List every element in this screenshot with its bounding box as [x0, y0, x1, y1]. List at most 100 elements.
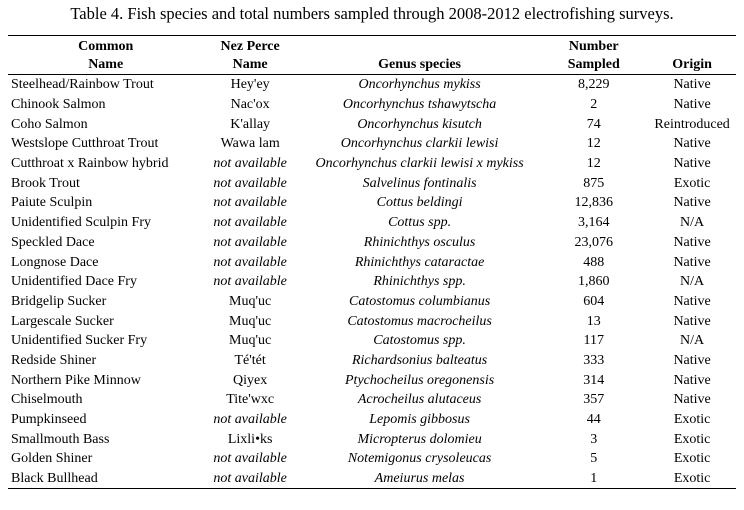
nez-perce-name-cell: not available	[213, 195, 287, 211]
origin-cell: Exotic	[648, 468, 736, 490]
table-body: Steelhead/Rainbow Trout Hey'ey Oncorhynchu…	[8, 75, 736, 490]
nez-perce-name-cell: Nac'ox	[230, 97, 270, 113]
table-row: Cutthroat x Rainbow hybrid not available O…	[8, 154, 736, 174]
table-row: Redside Shiner Té'tét Richardsonius baltea…	[8, 351, 736, 371]
table-caption: Table 4. Fish species and total numbers …	[70, 4, 674, 23]
common-name-cell: Black Bullhead	[8, 468, 201, 490]
genus-species-cell: Richardsonius balteatus	[351, 352, 488, 368]
number-sampled-cell: 314	[583, 372, 605, 388]
table-row: Coho Salmon K'allay Oncorhynchus kisutch 74…	[8, 114, 736, 134]
number-sampled-cell: 1,860	[578, 274, 610, 290]
common-name-cell: Pumpkinseed	[11, 412, 87, 428]
nez-perce-name-cell: not available	[213, 156, 287, 172]
origin-cell: N/A	[680, 333, 705, 349]
table-row: Pumpkinseed not available Lepomis gibbosus…	[8, 410, 736, 430]
table-row: Steelhead/Rainbow Trout Hey'ey Oncorhynchu…	[8, 75, 736, 95]
genus-species-cell: Rhinichthys osculus	[363, 234, 476, 250]
table-row: Westslope Cutthroat Trout Wawa lam Oncorhy…	[8, 134, 736, 154]
header-number-sampled: Number Sampled	[539, 35, 649, 75]
common-name-cell: Golden Shiner	[11, 451, 93, 467]
number-sampled-cell: 74	[586, 116, 601, 132]
nez-perce-name-cell: not available	[213, 175, 287, 191]
genus-species-cell: Oncorhynchus clarkii lewisi x mykiss	[315, 156, 524, 172]
table-row: Brook Trout not available Salvelinus fonti…	[8, 173, 736, 193]
table-row: Paiute Sculpin not available Cottus beldin…	[8, 193, 736, 213]
origin-cell: Exotic	[673, 412, 711, 428]
number-sampled-cell: 604	[583, 293, 605, 309]
table-row: Largescale Sucker Muq'uc Catostomus macroc…	[8, 311, 736, 331]
common-name-cell: Unidentified Dace Fry	[11, 274, 137, 290]
table-row: Unidentified Sucker Fry Muq'uc Catostomus …	[8, 331, 736, 351]
origin-cell: Exotic	[673, 431, 711, 447]
header-nez-line1: Nez Perce	[220, 39, 280, 54]
number-sampled-cell: 44	[586, 412, 601, 428]
common-name-cell: Chinook Salmon	[11, 97, 106, 113]
number-sampled-cell: 1	[539, 468, 649, 490]
genus-species-cell: Rhinichthys spp.	[373, 274, 466, 290]
number-sampled-cell: 12,836	[574, 195, 614, 211]
table-row: Black Bullhead not available Ameiurus mela…	[8, 468, 736, 490]
genus-species-cell: Micropterus dolomieu	[357, 431, 482, 447]
common-name-cell: Unidentified Sculpin Fry	[11, 215, 151, 231]
genus-species-cell: Catostomus spp.	[373, 333, 466, 349]
header-genus-species: Genus species	[299, 35, 540, 75]
table-row: Chinook Salmon Nac'ox Oncorhynchus tshawyt…	[8, 95, 736, 115]
nez-perce-name-cell: Tite'wxc	[226, 392, 275, 408]
number-sampled-cell: 8,229	[578, 77, 610, 93]
number-sampled-cell: 12	[586, 156, 601, 172]
origin-cell: N/A	[680, 274, 705, 290]
genus-species-cell: Rhinichthys cataractae	[354, 254, 485, 270]
origin-cell: Native	[673, 372, 711, 388]
genus-species-cell: Cottus beldingi	[376, 195, 463, 211]
header-genus-text: Genus species	[378, 57, 462, 72]
origin-cell: Native	[673, 234, 711, 250]
genus-species-cell: Oncorhynchus mykiss	[358, 77, 481, 93]
nez-perce-name-cell: Muq'uc	[229, 293, 272, 309]
nez-perce-name-cell: not available	[213, 412, 287, 428]
nez-perce-name-cell: not available	[200, 468, 300, 490]
common-name-cell: Northern Pike Minnow	[11, 372, 141, 388]
origin-cell: N/A	[680, 215, 705, 231]
common-name-cell: Longnose Dace	[11, 254, 99, 270]
number-sampled-cell: 3	[590, 431, 598, 447]
nez-perce-name-cell: not available	[213, 254, 287, 270]
number-sampled-cell: 12	[586, 136, 601, 152]
header-number-line1: Number	[568, 39, 619, 54]
common-name-cell: Paiute Sculpin	[11, 195, 93, 211]
header-common-line2: Name	[88, 57, 124, 72]
genus-species-cell: Cottus spp.	[388, 215, 452, 231]
table-row: Smallmouth Bass Lixli•ks Micropterus dolom…	[8, 429, 736, 449]
header-origin: Origin	[648, 35, 736, 75]
origin-cell: Native	[673, 136, 711, 152]
common-name-cell: Brook Trout	[11, 175, 80, 191]
table-row: Golden Shiner not available Notemigonus cr…	[8, 449, 736, 469]
origin-cell: Native	[673, 77, 711, 93]
origin-cell: Native	[673, 156, 711, 172]
nez-perce-name-cell: not available	[213, 215, 287, 231]
genus-species-cell: Oncorhynchus kisutch	[357, 116, 482, 132]
table-row: Longnose Dace not available Rhinichthys ca…	[8, 252, 736, 272]
origin-cell: Native	[673, 293, 711, 309]
nez-perce-name-cell: Muq'uc	[229, 333, 272, 349]
nez-perce-name-cell: not available	[213, 234, 287, 250]
genus-species-cell: Notemigonus crysoleucas	[347, 451, 492, 467]
nez-perce-name-cell: Hey'ey	[230, 77, 270, 93]
nez-perce-name-cell: K'allay	[230, 116, 271, 132]
nez-perce-name-cell: Muq'uc	[229, 313, 272, 329]
genus-species-cell: Catostomus macrocheilus	[347, 313, 492, 329]
number-sampled-cell: 875	[583, 175, 605, 191]
common-name-cell: Steelhead/Rainbow Trout	[11, 77, 154, 93]
origin-cell: Native	[673, 392, 711, 408]
header-common-name: Common Name	[8, 35, 201, 75]
number-sampled-cell: 3,164	[578, 215, 610, 231]
table-row: Northern Pike Minnow Qiyex Ptychocheilus o…	[8, 370, 736, 390]
header-common-line1: Common	[78, 39, 134, 54]
table-row: Unidentified Dace Fry not available Rhinic…	[8, 272, 736, 292]
nez-perce-name-cell: Té'tét	[234, 352, 266, 368]
nez-perce-name-cell: Wawa lam	[220, 136, 280, 152]
common-name-cell: Cutthroat x Rainbow hybrid	[11, 156, 169, 172]
genus-species-cell: Oncorhynchus tshawytscha	[342, 97, 497, 113]
genus-species-cell: Ptychocheilus oregonensis	[345, 372, 495, 388]
header-number-line2: Sampled	[567, 57, 620, 72]
origin-cell: Native	[673, 195, 711, 211]
